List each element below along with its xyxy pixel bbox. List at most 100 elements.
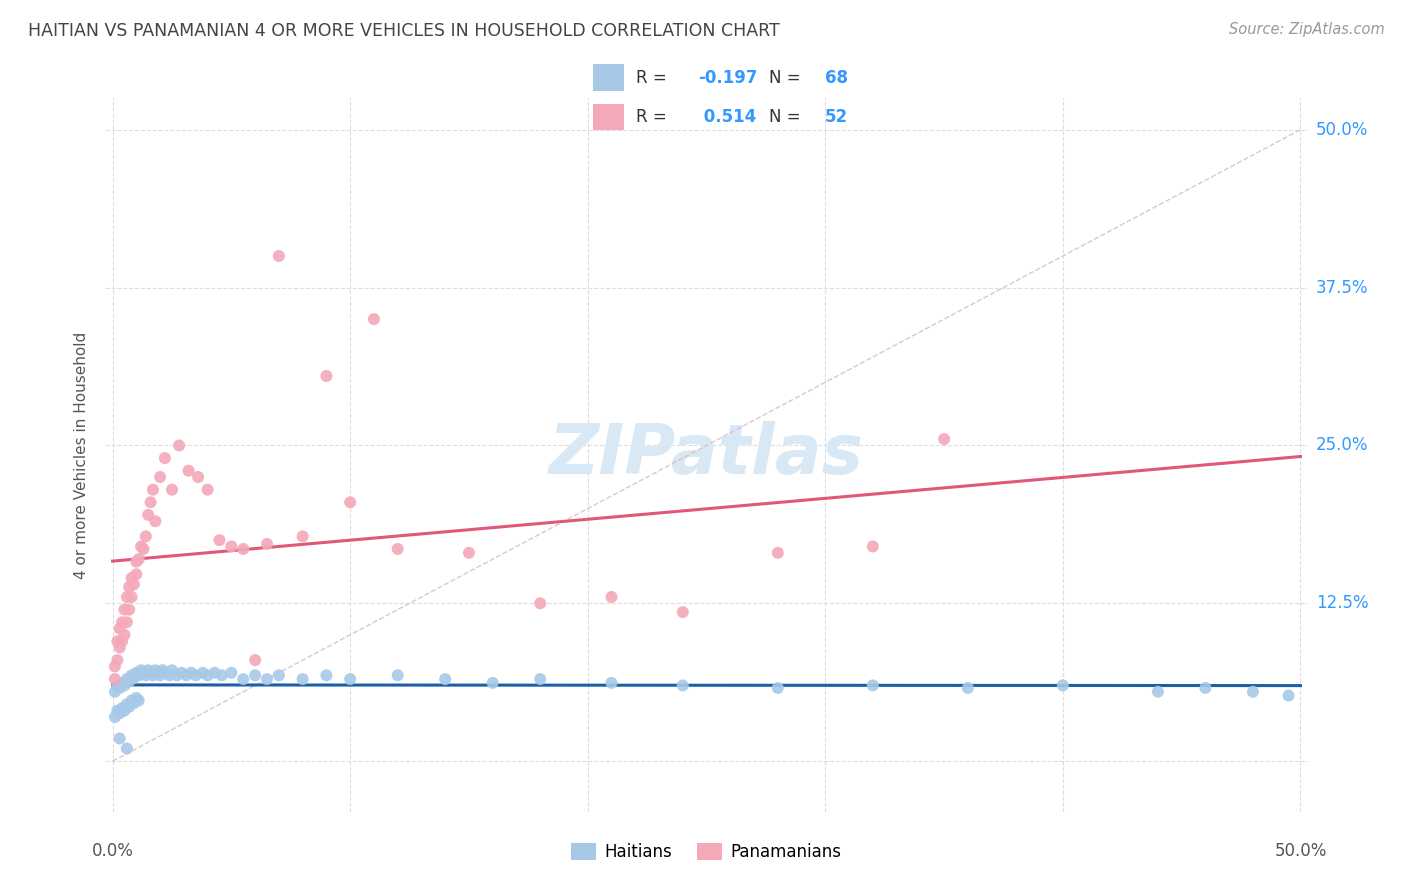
Text: R =: R =: [636, 108, 672, 126]
Text: R =: R =: [636, 69, 672, 87]
Point: [115, 672, 138, 686]
Point: [197, 483, 219, 497]
Point: [153, 665, 176, 680]
Point: [291, 672, 314, 686]
Point: [128, 693, 150, 707]
Point: [125, 691, 148, 706]
Point: [267, 249, 290, 263]
Point: [128, 668, 150, 682]
Point: [135, 668, 157, 682]
Point: [191, 665, 214, 680]
Point: [128, 552, 150, 566]
Point: [114, 628, 136, 642]
Text: 25.0%: 25.0%: [1316, 436, 1368, 454]
Point: [143, 514, 166, 528]
Point: [132, 541, 155, 556]
Point: [434, 672, 457, 686]
Point: [256, 537, 278, 551]
Point: [118, 580, 141, 594]
Point: [315, 369, 337, 384]
Point: [339, 495, 361, 509]
Point: [114, 704, 136, 718]
Point: [204, 665, 226, 680]
Point: [114, 602, 136, 616]
Point: [132, 665, 155, 680]
Point: [125, 567, 148, 582]
FancyBboxPatch shape: [593, 103, 624, 130]
Point: [180, 665, 202, 680]
Point: [1277, 689, 1299, 703]
Point: [160, 483, 183, 497]
Point: [115, 698, 138, 712]
Point: [153, 451, 176, 466]
Point: [136, 663, 159, 677]
Point: [232, 541, 254, 556]
Point: [387, 668, 409, 682]
Text: 0.514: 0.514: [697, 108, 756, 126]
Point: [108, 706, 131, 721]
Text: 0.0%: 0.0%: [91, 842, 134, 860]
Text: 50.0%: 50.0%: [1274, 842, 1327, 860]
Point: [143, 663, 166, 677]
Point: [118, 674, 141, 689]
Point: [104, 684, 127, 698]
Point: [118, 602, 141, 616]
Point: [111, 676, 134, 690]
Point: [125, 555, 148, 569]
Point: [267, 668, 290, 682]
Point: [105, 653, 128, 667]
Point: [122, 696, 145, 710]
Point: [115, 741, 138, 756]
Point: [108, 731, 131, 746]
Point: [108, 622, 131, 636]
Point: [184, 668, 207, 682]
Point: [1147, 684, 1170, 698]
Point: [932, 432, 955, 446]
Text: HAITIAN VS PANAMANIAN 4 OR MORE VEHICLES IN HOUSEHOLD CORRELATION CHART: HAITIAN VS PANAMANIAN 4 OR MORE VEHICLES…: [28, 22, 780, 40]
Text: 68: 68: [825, 69, 848, 87]
Point: [187, 470, 209, 484]
Point: [166, 668, 188, 682]
Point: [243, 653, 266, 667]
Point: [104, 659, 127, 673]
Legend: Haitians, Panamanians: Haitians, Panamanians: [565, 836, 848, 868]
Point: [600, 590, 623, 604]
Point: [142, 668, 165, 682]
Point: [121, 571, 143, 585]
Point: [766, 681, 789, 695]
Point: [232, 672, 254, 686]
Point: [291, 529, 314, 543]
Point: [121, 693, 143, 707]
Point: [104, 672, 127, 686]
Point: [121, 590, 143, 604]
Point: [363, 312, 385, 326]
Point: [315, 668, 337, 682]
Point: [221, 665, 243, 680]
Point: [529, 672, 551, 686]
Point: [125, 665, 148, 680]
Point: [108, 640, 131, 655]
Text: ZIPatlas: ZIPatlas: [548, 421, 865, 489]
Point: [387, 541, 409, 556]
Point: [167, 438, 190, 452]
Text: Source: ZipAtlas.com: Source: ZipAtlas.com: [1229, 22, 1385, 37]
Point: [672, 605, 695, 619]
Y-axis label: 4 or more Vehicles in Household: 4 or more Vehicles in Household: [75, 331, 90, 579]
Point: [208, 533, 231, 548]
Point: [458, 546, 481, 560]
Text: 50.0%: 50.0%: [1316, 120, 1368, 138]
Point: [177, 464, 200, 478]
Point: [174, 668, 197, 682]
Text: 12.5%: 12.5%: [1316, 594, 1368, 612]
Point: [197, 668, 219, 682]
Point: [862, 678, 884, 692]
Point: [129, 540, 152, 554]
Point: [111, 615, 134, 630]
Point: [672, 678, 695, 692]
FancyBboxPatch shape: [593, 64, 624, 91]
Point: [115, 615, 138, 630]
Point: [135, 529, 157, 543]
Point: [862, 540, 884, 554]
Point: [105, 678, 128, 692]
Point: [146, 665, 169, 680]
